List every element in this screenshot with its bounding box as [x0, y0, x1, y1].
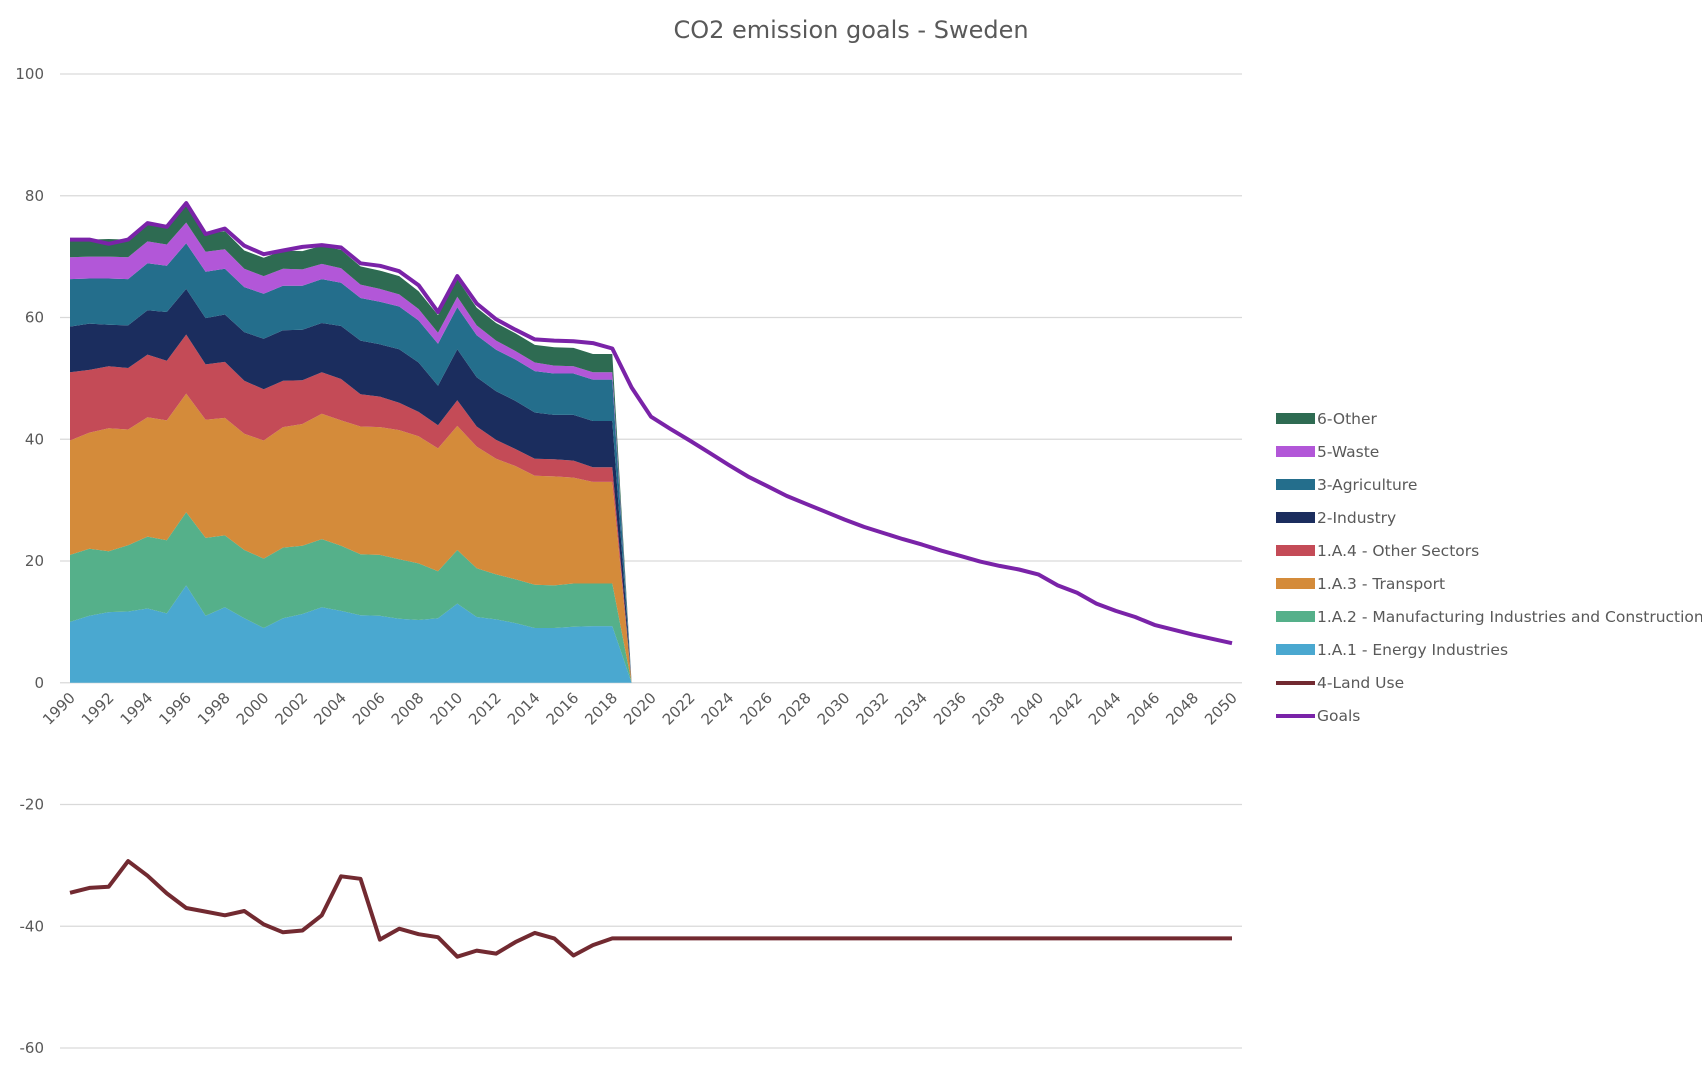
- legend-item: 4-Land Use: [1276, 666, 1702, 699]
- x-tick-label: 1996: [155, 689, 195, 729]
- x-tick-label: 2040: [1007, 689, 1047, 729]
- area-1-a-4-other-sectors: [70, 334, 632, 683]
- x-tick-label: 2002: [271, 689, 311, 729]
- y-tick-label: 20: [25, 552, 44, 570]
- legend-label: 6-Other: [1317, 409, 1377, 428]
- area-1-a-1-energy-industries: [70, 585, 632, 683]
- legend-swatch: [1276, 446, 1315, 457]
- y-tick-label: 60: [25, 309, 44, 327]
- legend-swatch: [1276, 578, 1315, 589]
- x-tick-label: 2000: [233, 689, 273, 729]
- x-axis-ticks: 1990 1992 1994 1996 1998 2000 2002 2004 2006 2008…: [39, 689, 1241, 729]
- x-tick-label: 1990: [39, 689, 79, 729]
- x-tick-label: 1998: [194, 689, 234, 729]
- x-tick-label: 2004: [310, 689, 350, 729]
- x-tick-label: 2044: [1085, 689, 1125, 729]
- x-tick-label: 2010: [426, 689, 466, 729]
- x-tick-label: 2016: [543, 689, 583, 729]
- legend-item: 1.A.4 - Other Sectors: [1276, 534, 1702, 567]
- legend-item: 5-Waste: [1276, 435, 1702, 468]
- legend-item: 6-Other: [1276, 402, 1702, 435]
- y-tick-label: -60: [20, 1039, 45, 1057]
- legend-label: 1.A.1 - Energy Industries: [1317, 640, 1509, 659]
- x-tick-label: 1994: [117, 689, 157, 729]
- area-2-industry: [70, 288, 632, 683]
- legend-swatch: [1276, 713, 1315, 718]
- y-tick-label: -40: [20, 917, 45, 935]
- legend-swatch: [1276, 680, 1315, 685]
- line-goals: [70, 201, 1233, 646]
- x-tick-label: 2014: [504, 689, 544, 729]
- x-tick-label: 2018: [581, 689, 621, 729]
- legend-label: 3-Agriculture: [1317, 475, 1418, 494]
- x-tick-label: 2030: [814, 689, 854, 729]
- legend-label: 5-Waste: [1317, 442, 1380, 461]
- x-tick-label: 2020: [620, 689, 660, 729]
- chart-title: CO2 emission goals - Sweden: [673, 16, 1029, 44]
- legend-item: 1.A.3 - Transport: [1276, 567, 1702, 600]
- legend-label: Goals: [1317, 706, 1361, 725]
- legend-item: 1.A.2 - Manufacturing Industries and Con…: [1276, 600, 1702, 633]
- x-tick-label: 2050: [1201, 689, 1241, 729]
- x-tick-label: 2038: [969, 689, 1009, 729]
- x-tick-label: 2048: [1162, 689, 1202, 729]
- legend-swatch: [1276, 611, 1315, 622]
- y-tick-label: 0: [34, 674, 44, 692]
- area-1-a-3-transport: [70, 393, 632, 683]
- x-tick-label: 2008: [388, 689, 428, 729]
- x-tick-label: 2034: [891, 689, 931, 729]
- legend-label: 1.A.2 - Manufacturing Industries and Con…: [1317, 607, 1702, 626]
- legend-item: Goals: [1276, 699, 1702, 732]
- x-tick-label: 2036: [930, 689, 970, 729]
- legend-swatch: [1276, 479, 1315, 490]
- x-tick-label: 2026: [736, 689, 776, 729]
- y-tick-label: -20: [20, 796, 45, 814]
- x-tick-label: 2024: [698, 689, 738, 729]
- x-tick-label: 2006: [349, 689, 389, 729]
- x-tick-label: 2046: [1124, 689, 1164, 729]
- x-tick-label: 1992: [78, 689, 118, 729]
- legend-label: 4-Land Use: [1317, 673, 1405, 692]
- legend-item: 2-Industry: [1276, 501, 1702, 534]
- line-4-land-use: [69, 859, 1232, 959]
- line-series: [69, 201, 1233, 959]
- legend-label: 1.A.4 - Other Sectors: [1317, 541, 1480, 560]
- legend-swatch: [1276, 413, 1315, 424]
- area-5-waste: [70, 222, 632, 683]
- x-tick-label: 2042: [1046, 689, 1086, 729]
- legend-label: 1.A.3 - Transport: [1317, 574, 1446, 593]
- legend-swatch: [1276, 644, 1315, 655]
- y-tick-label: 100: [15, 65, 44, 83]
- stacked-areas: [70, 204, 632, 683]
- legend-item: 3-Agriculture: [1276, 468, 1702, 501]
- legend-swatch: [1276, 512, 1315, 523]
- y-axis-ticks: 100 80 60 40 20 0 -20 -40 -60: [15, 65, 44, 1057]
- chart-legend: 6-Other 5-Waste 3-Agriculture 2-Industry 1.A…: [1276, 402, 1702, 732]
- legend-item: 1.A.1 - Energy Industries: [1276, 633, 1702, 666]
- x-tick-label: 2022: [659, 689, 699, 729]
- y-tick-label: 40: [25, 430, 44, 448]
- x-tick-label: 2012: [465, 689, 505, 729]
- legend-label: 2-Industry: [1317, 508, 1397, 527]
- legend-swatch: [1276, 545, 1315, 556]
- area-3-agriculture: [70, 243, 632, 683]
- x-tick-label: 2028: [775, 689, 815, 729]
- area-6-other: [70, 204, 632, 683]
- x-tick-label: 2032: [852, 689, 892, 729]
- y-tick-label: 80: [25, 187, 44, 205]
- area-1-a-2-manufacturing-industries-and-construction: [70, 512, 632, 683]
